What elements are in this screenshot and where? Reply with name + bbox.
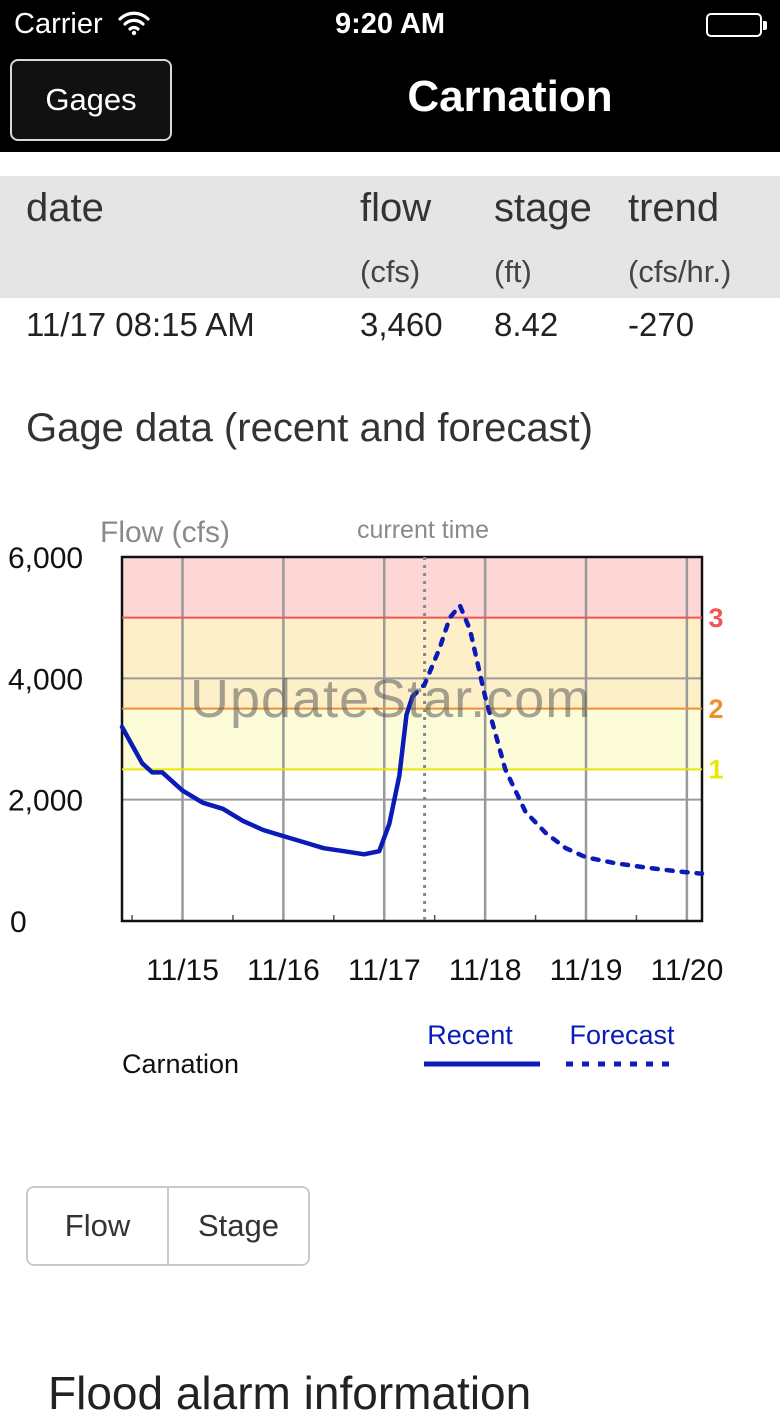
wifi-icon — [118, 10, 150, 41]
unit-trend: (cfs/hr.) — [628, 254, 732, 289]
legend-forecast-label: Forecast — [569, 1020, 675, 1050]
series-line-recent — [119, 694, 415, 857]
y-tick-label: 0 — [10, 906, 27, 939]
current-time-label: current time — [357, 516, 489, 544]
flood-band-1 — [122, 708, 702, 770]
gage-chart: 1 2 3 current time Flow (cfs) 6,000 4,000 2,000… — [8, 516, 724, 1079]
status-bar: Carrier 9:20 AM — [0, 0, 780, 50]
table-header: date flow stage trend (cfs) (ft) (cfs/hr… — [0, 176, 780, 298]
x-tick-label: 11/20 — [650, 954, 723, 987]
y-tick-label: 4,000 — [8, 663, 83, 696]
flood-band-2 — [122, 617, 702, 709]
flood-alarm-heading: Flood alarm information — [48, 1367, 532, 1419]
y-tick-label: 2,000 — [8, 785, 83, 818]
cell-stage: 8.42 — [494, 306, 559, 343]
gages-back-button[interactable]: Gages — [10, 59, 172, 141]
page-title: Carnation — [407, 72, 613, 121]
cell-flow: 3,460 — [360, 306, 443, 343]
gage-name-label: Carnation — [122, 1049, 239, 1079]
flood-level-label-2: 2 — [708, 694, 723, 724]
unit-flow: (cfs) — [360, 254, 421, 289]
column-header-flow: flow — [360, 186, 432, 230]
table-row: 11/17 08:15 AM 3,460 8.42 -270 — [0, 298, 780, 358]
clock: 9:20 AM — [334, 8, 446, 40]
battery-icon — [706, 13, 767, 37]
x-tick-label: 11/16 — [247, 954, 320, 987]
segment-flow[interactable]: Flow — [28, 1188, 167, 1264]
series-line-forecast — [410, 603, 705, 876]
legend-recent-label: Recent — [427, 1020, 513, 1050]
cell-trend: -270 — [628, 306, 695, 343]
carrier-label: Carrier — [14, 8, 103, 40]
cell-date: 11/17 08:15 AM — [26, 306, 255, 343]
navigation-bar: Gages Carnation — [0, 50, 780, 152]
flow-stage-segmented-control: Flow Stage — [26, 1186, 310, 1266]
flood-band-3 — [122, 557, 702, 618]
section-title: Gage data (recent and forecast) — [26, 406, 593, 450]
flood-level-label-3: 3 — [708, 603, 723, 633]
x-tick-label: 11/17 — [348, 954, 421, 987]
y-axis-label: Flow (cfs) — [100, 516, 230, 549]
x-tick-label: 11/18 — [449, 954, 522, 987]
x-tick-label: 11/15 — [146, 954, 219, 987]
column-header-trend: trend — [628, 186, 720, 230]
column-header-date: date — [26, 186, 104, 230]
plot-frame — [120, 555, 704, 923]
column-header-stage: stage — [494, 186, 592, 230]
x-tick-label: 11/19 — [550, 954, 623, 987]
flood-level-label-1: 1 — [708, 754, 723, 784]
unit-stage: (ft) — [494, 254, 532, 289]
segment-stage[interactable]: Stage — [167, 1188, 308, 1264]
y-tick-label: 6,000 — [8, 542, 83, 575]
